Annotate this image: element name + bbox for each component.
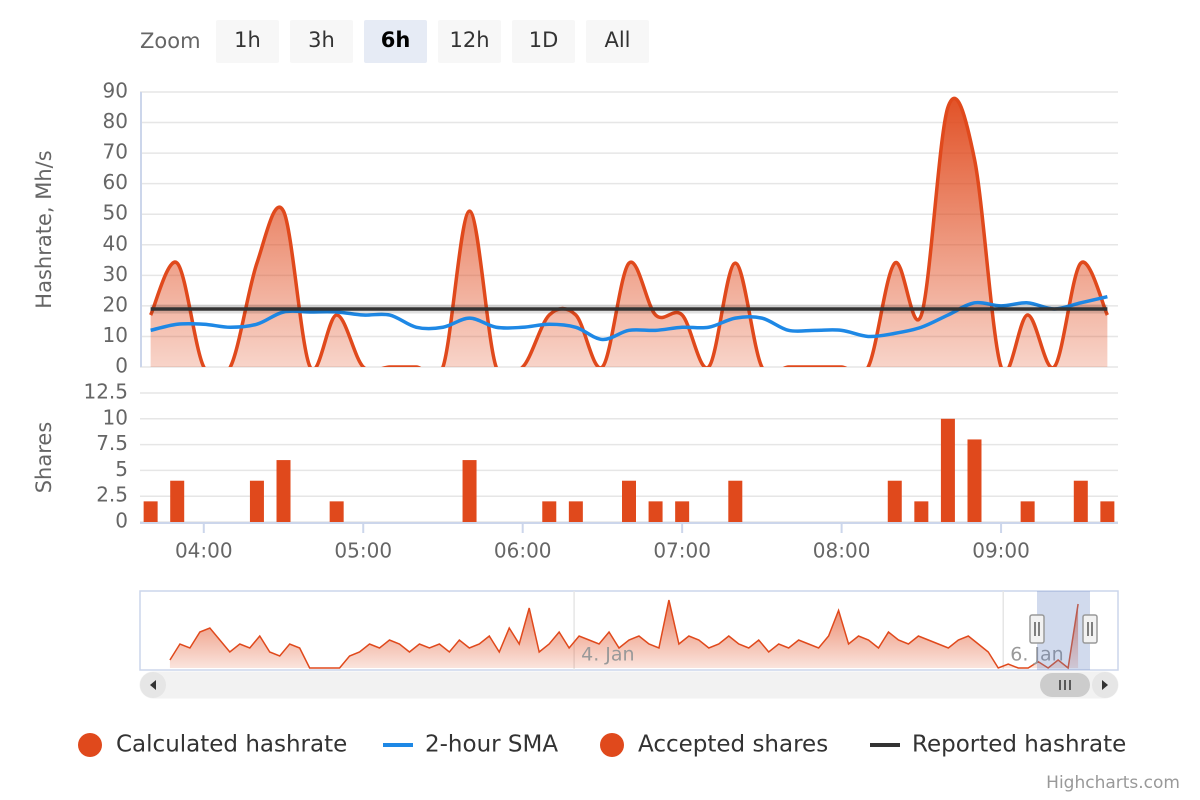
x-tick-label: 05:00 — [334, 539, 392, 563]
y-tick-label: 0 — [115, 354, 128, 378]
bar — [276, 460, 291, 522]
legend-label[interactable]: Accepted shares — [638, 732, 828, 758]
x-tick-label: 06:00 — [494, 539, 552, 563]
y-tick-label: 40 — [103, 231, 128, 255]
bar — [1020, 501, 1035, 522]
scrollbar-left-arrow — [150, 680, 156, 690]
zoom-button-label[interactable]: 3h — [308, 28, 335, 52]
navigator-mask — [1037, 591, 1090, 670]
y-axis-title: Hashrate, Mh/s — [32, 150, 56, 308]
y-tick-label: 70 — [103, 140, 128, 164]
zoom-button-label[interactable]: All — [604, 28, 630, 52]
zoom-button-label[interactable]: 1h — [234, 28, 261, 52]
y-tick-label: 30 — [103, 262, 128, 286]
bar — [170, 480, 185, 522]
series-line — [150, 295, 1108, 342]
bar — [329, 501, 344, 522]
y-tick-label: 5 — [115, 457, 128, 481]
legend-label[interactable]: 2-hour SMA — [425, 732, 558, 758]
bar — [462, 460, 477, 522]
zoom-button-label[interactable]: 6h — [381, 28, 411, 52]
y-tick-label: 80 — [103, 109, 128, 133]
bar — [622, 480, 636, 522]
x-tick-label: 09:00 — [972, 539, 1030, 563]
y-tick-label: 10 — [103, 323, 128, 347]
y-tick-label: 10 — [103, 405, 128, 429]
legend-symbol[interactable] — [78, 733, 102, 757]
zoom-button[interactable] — [364, 20, 427, 63]
y-tick-label: 7.5 — [96, 431, 128, 455]
navigator-area — [169, 600, 1079, 668]
bar — [940, 418, 955, 522]
x-tick-label: 07:00 — [653, 539, 711, 563]
series-group — [149, 96, 1109, 367]
bar — [887, 480, 902, 522]
legend: Calculated hashrate 2-hour SMA Accepted sh… — [78, 732, 1126, 758]
scrollbar-right-arrow — [1102, 680, 1108, 690]
bar — [568, 501, 583, 522]
navigator-outline — [139, 590, 1119, 671]
zoom-button-label[interactable]: 12h — [449, 28, 489, 52]
navigator-handle[interactable] — [1029, 614, 1045, 644]
bar — [914, 501, 929, 522]
bar — [1073, 480, 1088, 522]
y-axis-title: Shares — [32, 422, 56, 494]
zoom-button-label[interactable]: 1D — [529, 28, 559, 52]
bar — [728, 480, 743, 522]
hashrate-pane: 0 10 20 30 40 50 60 70 80 90 Hashrate, Mh/s — [32, 79, 1118, 378]
y-tick-label: 90 — [103, 79, 128, 103]
handle-grip — [1087, 622, 1093, 636]
zoom-button[interactable] — [438, 20, 501, 63]
navigator-handle[interactable] — [1082, 614, 1098, 644]
navigator-series — [169, 599, 1079, 670]
y-tick-label: 0 — [115, 509, 128, 533]
bar — [648, 501, 663, 522]
zoom-button[interactable] — [512, 20, 575, 63]
navigator-tick-label: 6. Jan — [1010, 644, 1063, 666]
zoom-button[interactable] — [586, 20, 649, 63]
handle-grip — [1034, 622, 1040, 636]
bar — [675, 501, 690, 522]
x-tick-label: 08:00 — [813, 539, 871, 563]
navigator-line — [169, 599, 1079, 670]
zoom-button[interactable] — [290, 20, 353, 63]
zoom-button[interactable] — [216, 20, 279, 63]
range-selector: Zoom 1h 3h 6h 12h 1D All — [140, 20, 649, 63]
legend-label[interactable]: Reported hashrate — [912, 732, 1126, 758]
y-tick-label: 60 — [103, 170, 128, 194]
y-tick-label: 12.5 — [83, 380, 128, 404]
zoom-label: Zoom — [140, 29, 201, 53]
bar — [967, 439, 982, 522]
y-tick-label: 50 — [103, 201, 128, 225]
y-tick-label: 20 — [103, 292, 128, 316]
x-tick-label: 04:00 — [175, 539, 233, 563]
thumb-grip — [1059, 680, 1071, 690]
navigator-tick-label: 4. Jan — [581, 644, 634, 666]
bar — [249, 480, 264, 522]
series-line — [149, 96, 1109, 367]
bar — [542, 501, 557, 522]
y-tick-label: 2.5 — [96, 483, 128, 507]
navigator: 4. Jan 6. Jan — [139, 590, 1119, 699]
legend-label[interactable]: Calculated hashrate — [116, 732, 347, 758]
bar — [1100, 501, 1115, 522]
area-fill — [150, 98, 1108, 367]
credits: Highcharts.com — [1046, 773, 1180, 793]
scrollbar-track[interactable] — [139, 671, 1119, 699]
bar — [143, 501, 158, 522]
legend-symbol[interactable] — [600, 733, 624, 757]
